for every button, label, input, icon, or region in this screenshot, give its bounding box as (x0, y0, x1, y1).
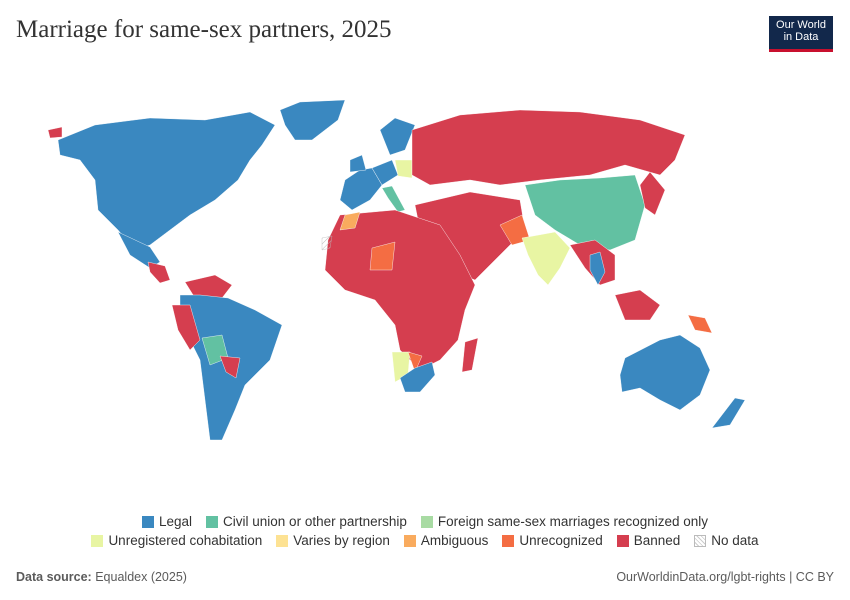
country[interactable] (171, 304, 201, 351)
country[interactable] (687, 314, 713, 334)
legend-swatch (276, 534, 289, 547)
country[interactable] (321, 235, 333, 251)
country[interactable] (349, 154, 367, 173)
country[interactable] (619, 334, 711, 411)
legend-label: Banned (633, 533, 681, 548)
title: Marriage for same-sex partners, 2025 (16, 16, 392, 43)
footer-source: Data source: Equaldex (2025) (16, 570, 187, 584)
legend-item[interactable]: Unrecognized (502, 533, 603, 548)
legend-label: Unrecognized (519, 533, 603, 548)
legend-label: Unregistered cohabitation (108, 533, 263, 548)
country[interactable] (461, 337, 479, 373)
country[interactable] (57, 111, 276, 251)
source[interactable]: Equaldex (2025) (95, 570, 187, 584)
footer-url[interactable]: OurWorldinData.org/lgbt-rights | CC BY (616, 570, 834, 584)
country[interactable] (589, 251, 606, 286)
country[interactable] (407, 351, 423, 373)
legend-label: Varies by region (293, 533, 390, 548)
legend-swatch (502, 534, 515, 547)
legend-item[interactable]: Civil union or other partnership (206, 514, 407, 529)
legend-swatch (403, 534, 416, 547)
legend-item[interactable]: Unregistered cohabitation (91, 533, 262, 548)
country[interactable] (147, 261, 171, 284)
country[interactable] (279, 99, 346, 141)
legend-item[interactable]: Foreign same-sex marriages recognized on… (420, 514, 709, 529)
country[interactable] (394, 159, 413, 179)
country[interactable] (524, 174, 646, 251)
logo-line: Our World (776, 19, 826, 31)
country[interactable] (411, 109, 686, 186)
legend-item[interactable]: Banned (616, 533, 681, 548)
country[interactable] (369, 241, 396, 271)
country[interactable] (711, 397, 746, 429)
legend-swatch (141, 515, 154, 528)
logo[interactable]: Our World in Data (769, 16, 833, 52)
legend-swatch (420, 515, 433, 528)
legend: Legal Civil union or other partnership For… (0, 512, 850, 550)
country[interactable] (219, 355, 241, 379)
legend-label: Ambiguous (420, 533, 489, 548)
legend-item[interactable]: Varies by region (276, 533, 390, 548)
country[interactable] (184, 274, 233, 299)
legend-item[interactable]: No data (694, 533, 759, 548)
legend-label: Foreign same-sex marriages recognized on… (437, 514, 709, 529)
country[interactable] (521, 231, 571, 286)
country[interactable] (381, 185, 406, 213)
legend-label: Civil union or other partnership (223, 514, 407, 529)
world-map (47, 99, 746, 441)
country[interactable] (47, 126, 63, 139)
legend-swatch (91, 534, 104, 547)
logo-line: in Data (783, 31, 819, 43)
legend-swatch (694, 534, 707, 547)
source-label: Data source: (16, 570, 92, 584)
legend-item[interactable]: Ambiguous (403, 533, 489, 548)
country[interactable] (614, 289, 661, 321)
country[interactable] (379, 117, 416, 156)
country[interactable] (639, 171, 666, 216)
legend-swatch (616, 534, 629, 547)
legend-item[interactable]: Legal (141, 514, 193, 529)
legend-label: Legal (158, 514, 193, 529)
country[interactable] (399, 361, 436, 393)
legend-label: No data (711, 533, 759, 548)
legend-swatch (206, 515, 219, 528)
country[interactable] (339, 211, 361, 231)
